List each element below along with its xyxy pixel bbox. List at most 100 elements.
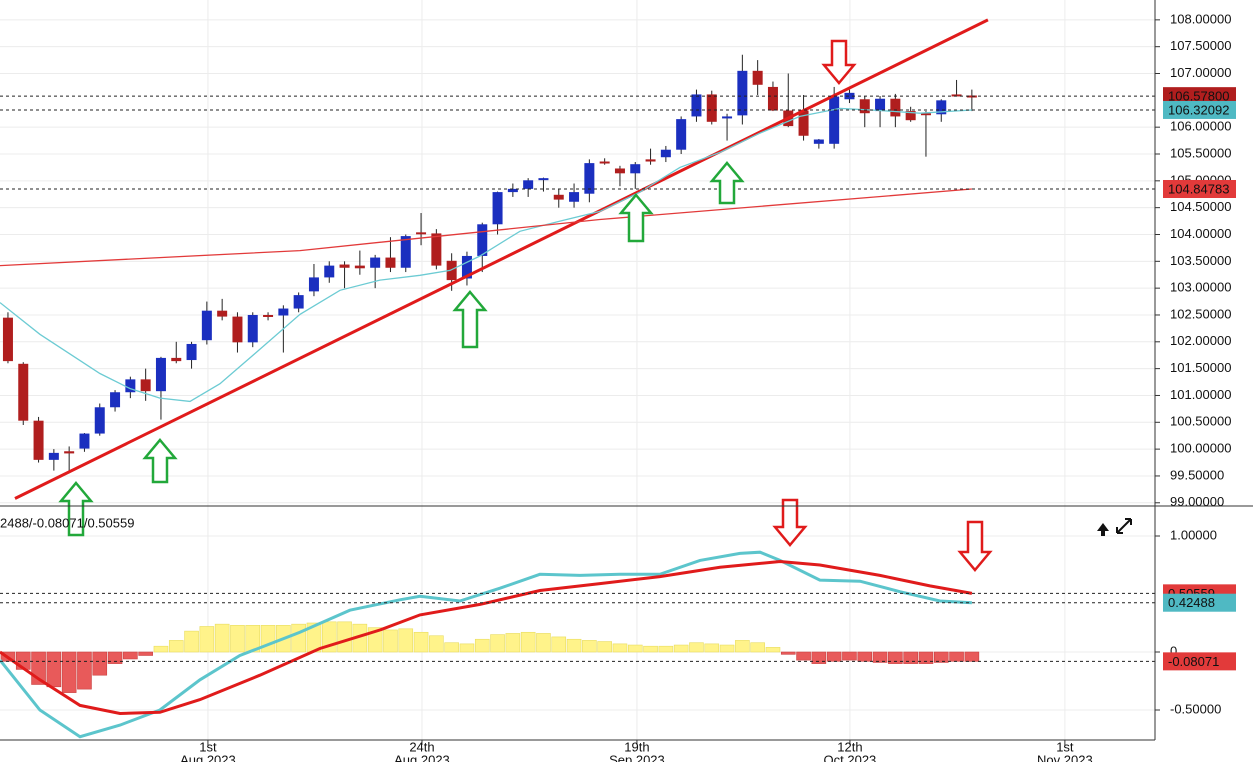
candle-body [186, 343, 197, 361]
histogram-bar [337, 621, 352, 653]
candle-body [385, 257, 396, 268]
histogram-bar [383, 629, 398, 653]
panel-icons[interactable] [1097, 518, 1132, 536]
histogram-bar [291, 623, 306, 653]
candle-body [676, 119, 687, 150]
candle-body [155, 357, 166, 392]
candle-body [140, 379, 151, 392]
histogram-bar [949, 651, 964, 662]
y-tick-label: 105.50000 [1170, 145, 1231, 160]
price-marker-label: -0.08071 [1168, 654, 1219, 669]
histogram-bar [61, 651, 77, 693]
histogram-bar [46, 651, 62, 688]
histogram-bar [459, 643, 475, 653]
candle-body [2, 317, 13, 362]
candle-body [18, 363, 29, 421]
histogram-bar [398, 628, 414, 653]
histogram-bar [413, 631, 429, 653]
price-marker-label: 0.42488 [1168, 595, 1215, 610]
candle-body [201, 310, 212, 341]
candle-body [477, 224, 488, 256]
down-arrow [772, 498, 808, 547]
candle-body [951, 94, 962, 97]
candle-body [691, 94, 702, 117]
y-tick-label: -0.50000 [1170, 701, 1221, 716]
candle-body [829, 96, 840, 144]
histogram-bar [77, 651, 92, 690]
candle-body [431, 233, 442, 266]
histogram-bar [826, 651, 842, 662]
histogram-bar [857, 651, 873, 662]
candle-body [293, 295, 304, 309]
down-arrow [957, 520, 993, 572]
candle-body [767, 86, 778, 111]
histogram-bar [444, 642, 459, 653]
x-tick-label: 1st [1056, 739, 1074, 754]
y-tick-label: 101.50000 [1170, 360, 1231, 375]
histogram-bar [612, 643, 628, 653]
y-tick-label: 100.50000 [1170, 414, 1231, 429]
price-marker-box [1163, 179, 1236, 198]
candle-body [263, 314, 274, 317]
histogram-bar [872, 651, 888, 663]
candle-body [278, 308, 289, 316]
candle-body [737, 70, 748, 116]
histogram-bar [933, 651, 949, 663]
histogram-bar [566, 638, 582, 653]
y-tick-label: 101.00000 [1170, 387, 1231, 402]
candle-body [416, 232, 427, 235]
x-tick-label: 19th [624, 739, 649, 754]
trend-line [14, 18, 989, 500]
histogram-bar [689, 642, 704, 653]
candle-body [538, 178, 549, 181]
up-arrow [709, 161, 745, 205]
y-tick-label: 104.50000 [1170, 199, 1231, 214]
histogram-bar [199, 626, 215, 653]
candle-body [94, 407, 105, 434]
up-arrow [452, 290, 488, 349]
histogram-bar [230, 625, 245, 653]
candle-body [370, 257, 381, 268]
candle-body [584, 163, 595, 194]
histogram-bar [123, 651, 138, 660]
indicator-line [0, 188, 972, 267]
histogram-bar [903, 651, 918, 664]
histogram-bar [780, 651, 796, 655]
move-up-icon[interactable] [1097, 523, 1109, 536]
histogram-bar [735, 640, 750, 653]
candle-body [354, 265, 365, 269]
candle-body [308, 277, 319, 292]
y-tick-label: 1.00000 [1170, 527, 1217, 542]
histogram-bar [796, 651, 811, 661]
candle-body [400, 236, 411, 268]
candle-body [798, 110, 809, 136]
candle-body [660, 149, 671, 158]
price-marker-box [1163, 87, 1236, 106]
histogram-bar [474, 638, 490, 653]
histogram-bar [214, 623, 230, 653]
candle-body [553, 194, 564, 200]
expand-icon[interactable] [1116, 518, 1132, 534]
price-marker-label: 106.57800 [1168, 89, 1229, 104]
candle-body [461, 255, 472, 279]
candle-body [599, 161, 610, 164]
x-tick-label: 24th [409, 739, 434, 754]
y-tick-label: 102.50000 [1170, 306, 1231, 321]
up-arrow [58, 481, 94, 537]
indicator-label: 2488/-0.08071/0.50559 [0, 515, 134, 530]
histogram-bar [505, 633, 521, 653]
y-tick-label: 99.50000 [1170, 467, 1224, 482]
candle-body [33, 420, 44, 460]
histogram-bar [964, 651, 980, 662]
up-arrow [618, 193, 654, 243]
y-tick-label: 102.00000 [1170, 333, 1231, 348]
candle-body [920, 113, 931, 116]
price-marker-label: 106.32092 [1168, 102, 1229, 117]
histogram-bar [704, 643, 720, 653]
histogram-bar [750, 642, 765, 653]
x-tick-sublabel: Aug 2023 [394, 752, 450, 762]
y-tick-label: 103.50000 [1170, 253, 1231, 268]
price-marker-box [1163, 652, 1236, 671]
candle-body [247, 314, 258, 343]
